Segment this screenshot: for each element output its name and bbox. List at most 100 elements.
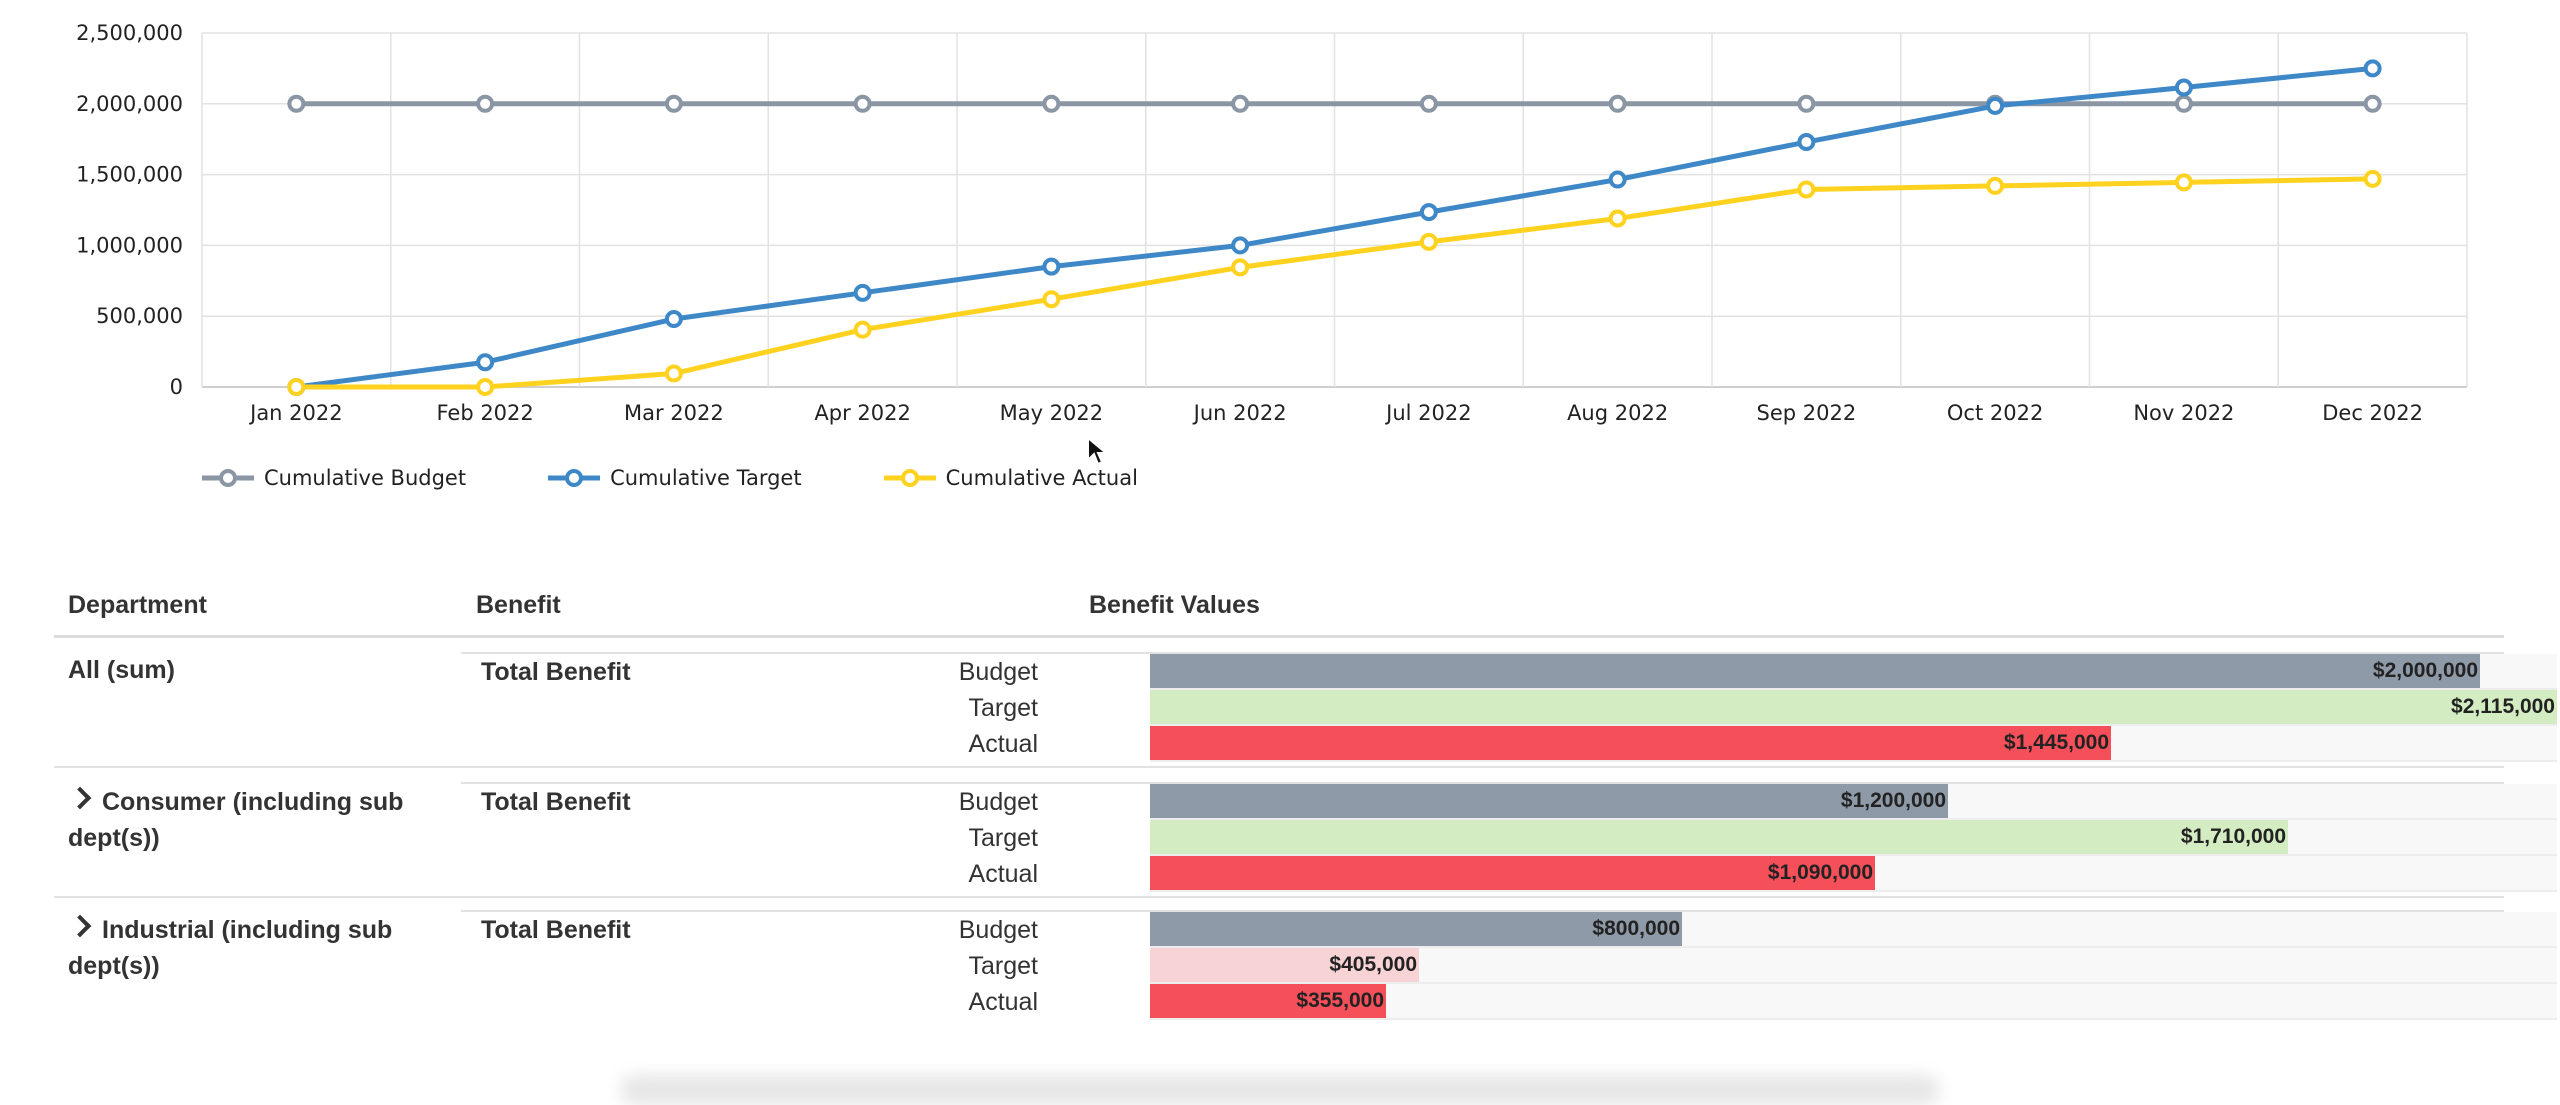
legend-label-target: Cumulative Target — [610, 466, 802, 490]
bar-value: $1,445,000 — [2003, 731, 2109, 754]
header-benefit[interactable]: Benefit — [476, 591, 561, 619]
chart-legend: Cumulative Budget Cumulative Target Cumu… — [200, 466, 1218, 490]
y-tick-label: 1,000,000 — [76, 233, 183, 257]
x-tick-label: May 2022 — [1000, 401, 1104, 425]
data-point[interactable] — [2174, 173, 2193, 192]
bar-row-target: Target $2,115,000 — [461, 690, 2557, 726]
data-point[interactable] — [2363, 59, 2382, 78]
table-row-industrial: Industrial (including sub dept(s)) Total… — [54, 896, 2557, 1026]
bar-track[interactable]: $1,445,000 — [1150, 726, 2557, 762]
x-tick-label: Sep 2022 — [1757, 401, 1857, 425]
legend-marker-target — [548, 469, 601, 487]
data-point[interactable] — [2363, 169, 2382, 188]
data-point[interactable] — [2174, 94, 2193, 113]
table-row-all: All (sum) Total Benefit Budget $2,000,00… — [54, 638, 2557, 768]
data-point[interactable] — [1986, 176, 2005, 195]
x-tick-label: Jul 2022 — [1384, 401, 1471, 425]
data-point[interactable] — [1608, 170, 1627, 189]
data-point[interactable] — [1231, 258, 1250, 277]
bar-track[interactable]: $2,115,000 — [1150, 690, 2557, 726]
bar-fill — [1150, 690, 2557, 724]
bar-track[interactable]: $2,000,000 — [1150, 654, 2557, 690]
bar-row-target: Target $405,000 — [461, 948, 2557, 984]
bar-track[interactable]: $1,200,000 — [1150, 784, 2557, 820]
bar-fill — [1150, 820, 2288, 854]
benefit-name: Total Benefit — [481, 788, 631, 816]
data-point[interactable] — [1042, 257, 1061, 276]
data-point[interactable] — [1419, 203, 1438, 222]
bar-track[interactable]: $800,000 — [1150, 912, 2557, 948]
bar-row-actual: Actual $1,090,000 — [461, 856, 2557, 892]
x-tick-label: Jun 2022 — [1192, 401, 1287, 425]
bar-track[interactable]: $355,000 — [1150, 984, 2557, 1020]
series-line-2[interactable] — [296, 176, 2373, 390]
y-tick-label: 2,000,000 — [76, 92, 183, 116]
bar-fill — [1150, 784, 1948, 818]
data-point[interactable] — [853, 320, 872, 339]
dept-name[interactable]: Industrial (including sub dept(s)) — [68, 912, 428, 984]
benefit-cell: Total Benefit Budget $1,200,000 Target $… — [461, 782, 2557, 896]
data-point[interactable] — [1042, 94, 1061, 113]
data-point[interactable] — [1231, 94, 1250, 113]
bar-value: $405,000 — [1329, 953, 1417, 976]
bar-value: $355,000 — [1296, 989, 1384, 1012]
x-tick-label: Jan 2022 — [248, 401, 343, 425]
data-point[interactable] — [476, 353, 495, 372]
y-tick-label: 0 — [170, 375, 183, 399]
bar-value: $2,115,000 — [2451, 695, 2555, 718]
legend-marker-budget — [202, 469, 254, 487]
legend-item-budget[interactable]: Cumulative Budget — [200, 466, 466, 490]
data-point[interactable] — [1608, 209, 1627, 228]
data-point[interactable] — [287, 94, 306, 113]
data-point[interactable] — [1042, 290, 1061, 309]
bar-value: $1,710,000 — [2180, 825, 2286, 848]
legend-item-actual[interactable]: Cumulative Actual — [882, 466, 1138, 490]
data-point[interactable] — [2363, 94, 2382, 113]
bar-row-budget: Budget $800,000 — [461, 912, 2557, 948]
table-row-consumer: Consumer (including sub dept(s)) Total B… — [54, 768, 2557, 898]
dept-label: Consumer (including sub dept(s)) — [68, 788, 404, 852]
bar-label: Budget — [958, 658, 1038, 686]
header-benefit-values[interactable]: Benefit Values — [1089, 591, 1260, 619]
dept-name[interactable]: Consumer (including sub dept(s)) — [68, 784, 428, 856]
bar-track[interactable]: $405,000 — [1150, 948, 2557, 984]
y-tick-label: 1,500,000 — [76, 163, 183, 187]
header-department[interactable]: Department — [68, 591, 207, 619]
legend-label-actual: Cumulative Actual — [945, 466, 1138, 490]
y-tick-label: 500,000 — [96, 304, 183, 328]
data-point[interactable] — [2174, 78, 2193, 97]
bar-track[interactable]: $1,090,000 — [1150, 856, 2557, 892]
line-chart: 2,500,000 2,000,000 1,500,000 1,000,000 500,… — [76, 21, 2468, 425]
data-point[interactable] — [1231, 236, 1250, 255]
data-point[interactable] — [476, 378, 495, 396]
data-point[interactable] — [1608, 94, 1627, 113]
data-point[interactable] — [853, 94, 872, 113]
data-point[interactable] — [1419, 94, 1438, 113]
dept-name: All (sum) — [68, 652, 428, 688]
bar-fill — [1150, 726, 2111, 760]
data-point[interactable] — [664, 310, 683, 329]
data-point[interactable] — [1797, 180, 1816, 199]
chevron-right-icon[interactable] — [68, 786, 92, 810]
series-line-1[interactable] — [296, 65, 2373, 390]
bar-row-budget: Budget $1,200,000 — [461, 784, 2557, 820]
data-point[interactable] — [1797, 94, 1816, 113]
data-point[interactable] — [1986, 96, 2005, 115]
legend-item-target[interactable]: Cumulative Target — [546, 466, 802, 490]
data-point[interactable] — [476, 94, 495, 113]
data-point[interactable] — [664, 364, 683, 383]
bar-value: $2,000,000 — [2372, 659, 2478, 682]
bar-track[interactable]: $1,710,000 — [1150, 820, 2557, 856]
bar-fill — [1150, 856, 1875, 890]
data-point[interactable] — [287, 378, 306, 396]
data-point[interactable] — [1419, 232, 1438, 251]
data-point[interactable] — [664, 94, 683, 113]
bar-fill — [1150, 948, 1419, 982]
chevron-right-icon[interactable] — [68, 914, 92, 938]
bar-label: Actual — [968, 860, 1038, 888]
benefit-cell: Total Benefit Budget $2,000,000 Target $… — [461, 652, 2557, 766]
data-point[interactable] — [1797, 133, 1816, 152]
legend-marker-actual — [883, 469, 936, 487]
data-point[interactable] — [853, 283, 872, 302]
bar-label: Target — [968, 694, 1038, 722]
